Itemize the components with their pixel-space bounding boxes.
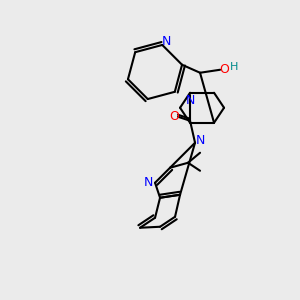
Text: N: N bbox=[143, 176, 153, 189]
Text: N: N bbox=[162, 35, 171, 49]
Text: N: N bbox=[185, 94, 195, 107]
Text: H: H bbox=[230, 62, 238, 72]
Text: O: O bbox=[169, 110, 179, 123]
Text: O: O bbox=[219, 63, 229, 76]
Text: N: N bbox=[195, 134, 205, 147]
